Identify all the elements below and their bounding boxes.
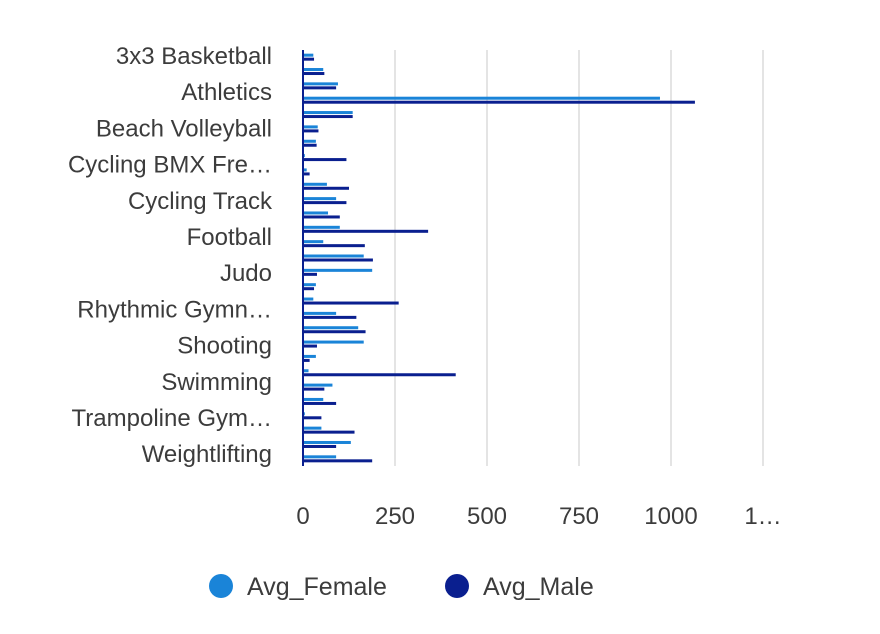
bar-avg-female[interactable] <box>303 68 324 72</box>
bar-avg-female[interactable] <box>303 125 318 129</box>
bars <box>303 53 695 463</box>
bar-avg-male[interactable] <box>303 158 347 162</box>
y-tick-label: Cycling BMX Fre… <box>68 152 272 179</box>
bar-avg-male[interactable] <box>303 143 317 147</box>
legend-label-male: Avg_Male <box>483 573 594 601</box>
bar-avg-male[interactable] <box>303 358 310 362</box>
bar-avg-female[interactable] <box>303 197 337 201</box>
bar-avg-female[interactable] <box>303 283 316 287</box>
bar-avg-female[interactable] <box>303 354 316 358</box>
legend-marker-male <box>445 574 469 598</box>
bar-avg-male[interactable] <box>303 100 695 104</box>
bar-avg-male[interactable] <box>303 86 337 90</box>
bar-avg-female[interactable] <box>303 240 324 244</box>
bar-avg-female[interactable] <box>303 326 359 330</box>
bar-avg-male[interactable] <box>303 430 355 434</box>
bar-avg-male[interactable] <box>303 301 399 305</box>
bar-avg-female[interactable] <box>303 369 309 373</box>
bar-avg-female[interactable] <box>303 211 329 215</box>
x-tick-label: 250 <box>375 503 415 530</box>
bar-avg-male[interactable] <box>303 129 319 133</box>
bar-avg-female[interactable] <box>303 426 322 430</box>
bar-avg-female[interactable] <box>303 182 327 186</box>
bar-avg-female[interactable] <box>303 311 337 315</box>
bar-avg-female[interactable] <box>303 168 307 172</box>
y-tick-label: Trampoline Gym… <box>72 405 272 432</box>
y-tick-labels: 3x3 Basketball Athletics Beach Volleyball C… <box>68 43 273 468</box>
bar-avg-male[interactable] <box>303 229 429 233</box>
bar-avg-female[interactable] <box>303 455 337 459</box>
gridlines <box>394 50 764 466</box>
bar-avg-male[interactable] <box>303 287 315 291</box>
bar-avg-female[interactable] <box>303 139 316 143</box>
bar-avg-female[interactable] <box>303 397 324 401</box>
x-tick-label: 0 <box>296 503 309 530</box>
bar-avg-male[interactable] <box>303 258 373 262</box>
bar-avg-female[interactable] <box>303 111 353 115</box>
legend-item-male[interactable]: Avg_Male <box>445 573 594 601</box>
bar-avg-female[interactable] <box>303 268 373 272</box>
bar-avg-male[interactable] <box>303 115 353 119</box>
bar-avg-male[interactable] <box>303 416 322 420</box>
bar-avg-male[interactable] <box>303 201 347 205</box>
bar-avg-male[interactable] <box>303 387 325 391</box>
bar-avg-female[interactable] <box>303 82 338 86</box>
bar-avg-male[interactable] <box>303 72 325 76</box>
bar-avg-female[interactable] <box>303 96 660 100</box>
legend-marker-female <box>209 574 233 598</box>
legend-label-female: Avg_Female <box>247 573 387 601</box>
bar-avg-male[interactable] <box>303 401 337 405</box>
bar-avg-female[interactable] <box>303 53 314 57</box>
y-tick-label: Weightlifting <box>142 441 272 468</box>
x-tick-label: 1… <box>744 503 781 530</box>
x-tick-label: 500 <box>467 503 507 530</box>
bar-avg-male[interactable] <box>303 459 373 463</box>
y-tick-label: Cycling Track <box>128 188 273 215</box>
bar-avg-female[interactable] <box>303 225 340 229</box>
bar-avg-male[interactable] <box>303 215 340 219</box>
bar-avg-male[interactable] <box>303 244 365 248</box>
y-tick-label: Football <box>187 224 272 251</box>
bar-avg-female[interactable] <box>303 297 314 301</box>
y-tick-label: 3x3 Basketball <box>116 43 272 70</box>
bar-avg-male[interactable] <box>303 172 310 176</box>
bar-avg-male[interactable] <box>303 272 317 276</box>
legend-item-female[interactable]: Avg_Female <box>209 573 387 601</box>
x-tick-label: 1000 <box>644 503 697 530</box>
x-tick-labels: 0 250 500 750 1000 1… <box>296 503 781 530</box>
bar-avg-female[interactable] <box>303 440 351 444</box>
y-tick-label: Rhythmic Gymn… <box>77 296 272 323</box>
bar-avg-female[interactable] <box>303 383 333 387</box>
bar-avg-male[interactable] <box>303 330 366 334</box>
y-tick-label: Beach Volleyball <box>96 115 272 142</box>
bar-avg-male[interactable] <box>303 373 456 377</box>
bar-avg-male[interactable] <box>303 57 315 61</box>
x-tick-label: 750 <box>559 503 599 530</box>
bar-avg-male[interactable] <box>303 186 349 190</box>
y-tick-label: Athletics <box>181 79 272 106</box>
legend: Avg_Female Avg_Male <box>209 573 594 601</box>
bar-avg-male[interactable] <box>303 315 357 319</box>
bar-avg-female[interactable] <box>303 254 364 258</box>
y-tick-label: Shooting <box>177 333 272 360</box>
bar-avg-male[interactable] <box>303 344 317 348</box>
y-tick-label: Judo <box>220 260 272 287</box>
bar-avg-male[interactable] <box>303 444 337 448</box>
bar-avg-female[interactable] <box>303 340 364 344</box>
y-tick-label: Swimming <box>161 369 272 396</box>
